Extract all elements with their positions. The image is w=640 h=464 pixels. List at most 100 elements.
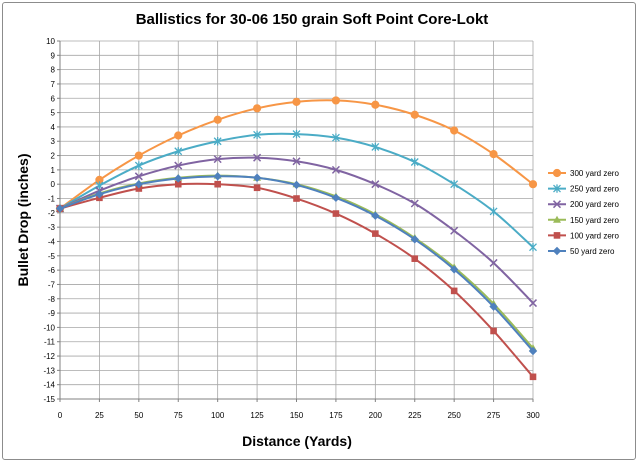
data-point-250-yard-zero <box>253 130 262 139</box>
data-point-100-yard-zero <box>490 327 497 335</box>
data-point-300-yard-zero <box>410 110 419 119</box>
y-axis-title: Bullet Drop (inches) <box>15 153 31 286</box>
data-point-200-yard-zero <box>213 155 222 164</box>
legend-item-250-yard-zero: 250 yard zero <box>548 184 619 194</box>
data-point-200-yard-zero <box>450 226 459 235</box>
y-tick-label: -15 <box>43 395 55 404</box>
data-point-250-yard-zero <box>331 133 340 142</box>
series-group <box>55 96 538 381</box>
legend-label: 250 yard zero <box>570 185 619 194</box>
data-point-50-yard-zero <box>449 265 459 274</box>
legend-marker <box>553 232 561 239</box>
legend-item-150-yard-zero: 150 yard zero <box>548 215 619 225</box>
x-tick-label: 50 <box>134 411 143 420</box>
y-tick-label: 9 <box>51 51 56 60</box>
legend-item-300-yard-zero: 300 yard zero <box>548 168 619 178</box>
data-point-100-yard-zero <box>332 210 340 217</box>
data-point-300-yard-zero <box>252 104 262 113</box>
x-tick-label: 200 <box>369 411 383 420</box>
data-point-250-yard-zero <box>213 137 222 146</box>
data-point-300-yard-zero <box>489 150 498 159</box>
data-point-250-yard-zero <box>489 207 498 216</box>
legend-label: 300 yard zero <box>570 169 619 178</box>
legend-label: 50 yard zero <box>570 247 615 256</box>
data-point-200-yard-zero <box>489 258 498 267</box>
x-tick-label: 175 <box>329 411 343 420</box>
data-point-200-yard-zero <box>528 299 538 308</box>
x-tick-label: 300 <box>526 411 540 420</box>
x-tick-label: 0 <box>58 411 63 420</box>
data-point-50-yard-zero <box>371 211 380 220</box>
y-tick-label: 6 <box>51 94 56 103</box>
legend-marker <box>553 215 561 223</box>
y-tick-label: -13 <box>43 366 55 375</box>
y-tick-label: -10 <box>43 323 55 332</box>
data-point-50-yard-zero <box>95 190 104 199</box>
data-point-250-yard-zero <box>371 142 380 152</box>
data-point-100-yard-zero <box>293 195 300 202</box>
data-point-200-yard-zero <box>371 180 380 189</box>
y-tick-label: 3 <box>51 137 56 146</box>
x-tick-label: 75 <box>174 411 183 420</box>
legend-label: 100 yard zero <box>570 231 619 240</box>
grid <box>59 40 534 400</box>
x-tick-label: 275 <box>487 411 501 420</box>
y-tick-label: 0 <box>51 180 56 189</box>
x-tick-label: 150 <box>290 411 304 420</box>
y-tick-label: -1 <box>48 195 56 204</box>
y-tick-label: 10 <box>46 37 55 46</box>
data-point-100-yard-zero <box>135 185 143 192</box>
data-point-300-yard-zero <box>213 115 222 124</box>
data-point-100-yard-zero <box>372 230 379 237</box>
data-point-50-yard-zero <box>410 235 419 244</box>
data-point-300-yard-zero <box>174 131 183 140</box>
y-tick-label: -3 <box>48 223 56 232</box>
data-point-300-yard-zero <box>371 100 380 109</box>
series-100-yard-zero <box>56 180 537 381</box>
data-point-200-yard-zero <box>253 153 262 162</box>
axes: 109876543210-1-2-3-4-5-6-7-8-9-10-11-12-… <box>43 37 540 420</box>
data-point-200-yard-zero <box>292 157 301 166</box>
legend-marker <box>552 200 562 209</box>
data-point-250-yard-zero <box>450 180 459 189</box>
data-point-50-yard-zero <box>252 173 262 182</box>
data-point-300-yard-zero <box>292 97 301 106</box>
data-point-300-yard-zero <box>450 126 459 135</box>
y-tick-label: -14 <box>43 381 55 390</box>
data-point-300-yard-zero <box>134 151 143 160</box>
legend-item-200-yard-zero: 200 yard zero <box>548 200 619 209</box>
legend-item-50-yard-zero: 50 yard zero <box>548 246 615 256</box>
y-tick-label: 4 <box>51 123 56 132</box>
y-tick-label: -7 <box>48 280 56 289</box>
series-50-yard-zero <box>55 172 538 356</box>
data-point-250-yard-zero <box>134 161 143 170</box>
y-tick-label: -11 <box>44 338 56 347</box>
data-point-200-yard-zero <box>174 161 183 170</box>
data-point-50-yard-zero <box>213 172 222 181</box>
y-tick-label: 2 <box>51 152 56 161</box>
legend-label: 150 yard zero <box>570 216 619 225</box>
y-tick-label: -12 <box>43 352 55 361</box>
data-point-100-yard-zero <box>411 255 419 262</box>
data-point-250-yard-zero <box>529 243 537 252</box>
data-point-100-yard-zero <box>253 184 261 192</box>
y-tick-label: -9 <box>48 309 56 318</box>
data-point-250-yard-zero <box>410 157 419 167</box>
x-tick-label: 225 <box>408 411 422 420</box>
data-point-50-yard-zero <box>331 193 341 203</box>
data-point-100-yard-zero <box>214 180 221 188</box>
y-tick-label: 5 <box>51 109 56 118</box>
legend-marker <box>552 246 562 256</box>
chart-title: Ballistics for 30-06 150 grain Soft Poin… <box>136 11 489 28</box>
y-tick-label: -2 <box>48 209 56 218</box>
data-point-100-yard-zero <box>450 287 458 295</box>
data-point-250-yard-zero <box>292 129 301 139</box>
data-point-50-yard-zero <box>134 180 144 189</box>
data-point-200-yard-zero <box>410 199 419 208</box>
data-point-250-yard-zero <box>174 147 183 156</box>
data-point-100-yard-zero <box>529 373 537 381</box>
x-tick-label: 100 <box>211 411 225 420</box>
data-point-300-yard-zero <box>528 180 538 189</box>
data-point-50-yard-zero <box>292 180 301 190</box>
